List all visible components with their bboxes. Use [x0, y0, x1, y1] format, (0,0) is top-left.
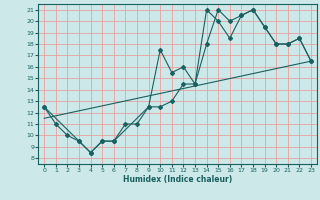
- X-axis label: Humidex (Indice chaleur): Humidex (Indice chaleur): [123, 175, 232, 184]
